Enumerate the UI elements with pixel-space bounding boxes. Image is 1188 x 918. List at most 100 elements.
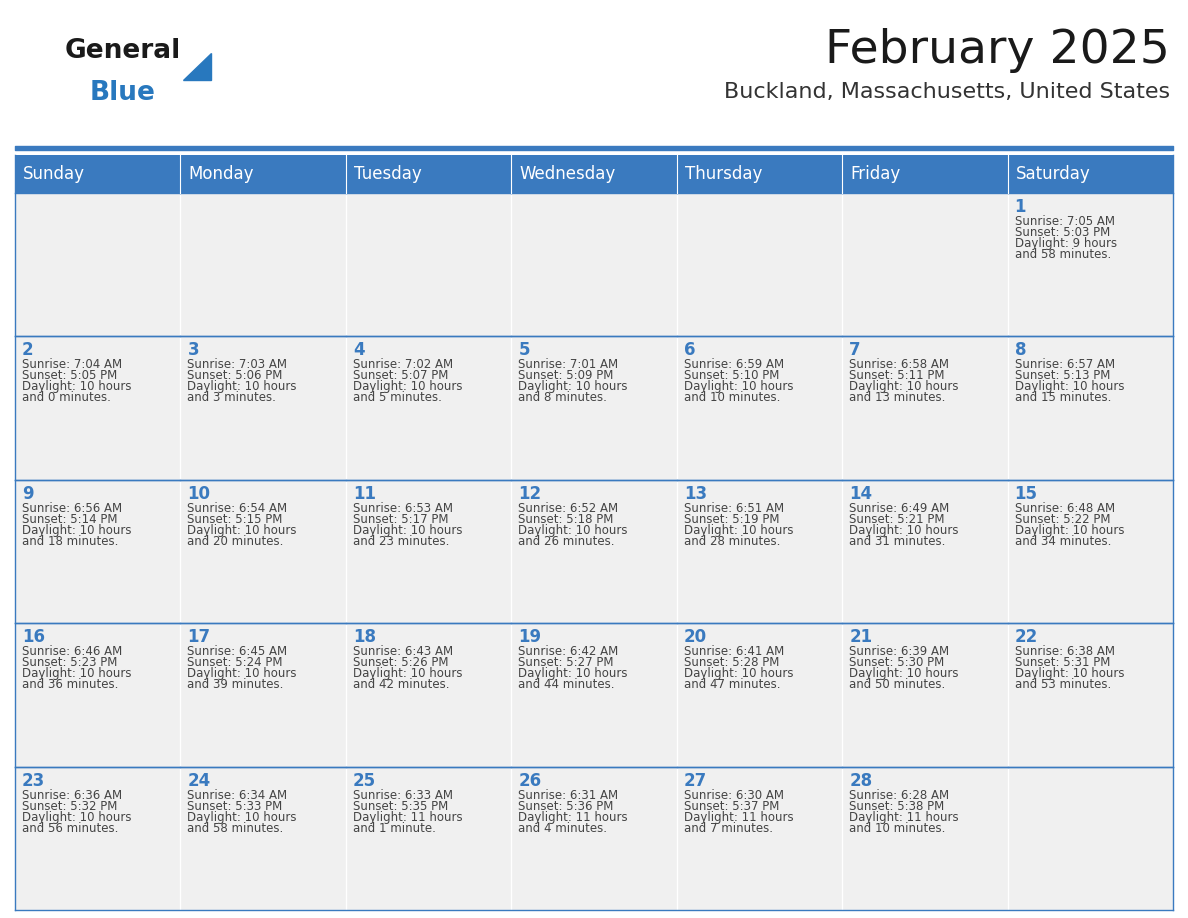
Bar [677,623,842,767]
Text: and 56 minutes.: and 56 minutes. [23,822,119,834]
Text: 7: 7 [849,341,861,360]
Text: 8: 8 [1015,341,1026,360]
Text: Daylight: 10 hours: Daylight: 10 hours [849,524,959,537]
Text: Sunrise: 6:56 AM: Sunrise: 6:56 AM [23,502,122,515]
Bar [346,336,511,480]
Text: 24: 24 [188,772,210,789]
Bar [842,155,1007,193]
Text: 3: 3 [188,341,200,360]
Text: and 44 minutes.: and 44 minutes. [518,678,614,691]
Bar [1007,336,1173,480]
Bar [511,193,677,336]
Text: Buckland, Massachusetts, United States: Buckland, Massachusetts, United States [723,82,1170,102]
Text: 21: 21 [849,628,872,646]
Text: and 58 minutes.: and 58 minutes. [1015,248,1111,261]
Text: Sunrise: 7:04 AM: Sunrise: 7:04 AM [23,358,122,372]
Text: Daylight: 11 hours: Daylight: 11 hours [353,811,462,823]
Text: Sunset: 5:28 PM: Sunset: 5:28 PM [684,656,779,669]
Text: and 7 minutes.: and 7 minutes. [684,822,772,834]
Text: and 10 minutes.: and 10 minutes. [684,391,781,405]
Bar [842,336,1007,480]
Text: Sunset: 5:07 PM: Sunset: 5:07 PM [353,369,448,383]
Text: Daylight: 10 hours: Daylight: 10 hours [1015,667,1124,680]
Bar [15,336,181,480]
Bar [346,767,511,910]
Text: Sunrise: 6:36 AM: Sunrise: 6:36 AM [23,789,122,801]
Bar [1007,767,1173,910]
Text: and 0 minutes.: and 0 minutes. [23,391,110,405]
Text: and 5 minutes.: and 5 minutes. [353,391,442,405]
Text: Sunset: 5:11 PM: Sunset: 5:11 PM [849,369,944,383]
Bar [346,155,511,193]
Text: Daylight: 10 hours: Daylight: 10 hours [23,811,132,823]
Text: Sunset: 5:15 PM: Sunset: 5:15 PM [188,513,283,526]
Text: and 26 minutes.: and 26 minutes. [518,535,614,548]
Bar [15,480,181,623]
Text: Daylight: 10 hours: Daylight: 10 hours [684,524,794,537]
Text: Sunrise: 7:01 AM: Sunrise: 7:01 AM [518,358,619,372]
Text: Sunset: 5:21 PM: Sunset: 5:21 PM [849,513,944,526]
Text: 2: 2 [23,341,33,360]
Text: Monday: Monday [189,165,254,183]
Text: Sunset: 5:06 PM: Sunset: 5:06 PM [188,369,283,383]
Text: Sunrise: 6:42 AM: Sunrise: 6:42 AM [518,645,619,658]
Bar [15,767,181,910]
Text: 28: 28 [849,772,872,789]
Text: Daylight: 10 hours: Daylight: 10 hours [188,380,297,394]
Text: 27: 27 [684,772,707,789]
Text: Daylight: 10 hours: Daylight: 10 hours [353,380,462,394]
Text: Daylight: 10 hours: Daylight: 10 hours [518,380,627,394]
Text: and 20 minutes.: and 20 minutes. [188,535,284,548]
Bar [511,623,677,767]
Bar [677,767,842,910]
Text: 11: 11 [353,485,375,503]
Text: Sunset: 5:09 PM: Sunset: 5:09 PM [518,369,614,383]
Text: Sunset: 5:24 PM: Sunset: 5:24 PM [188,656,283,669]
Text: Sunrise: 6:31 AM: Sunrise: 6:31 AM [518,789,619,801]
Text: Sunrise: 6:45 AM: Sunrise: 6:45 AM [188,645,287,658]
Text: 16: 16 [23,628,45,646]
Bar [677,480,842,623]
Text: Sunset: 5:33 PM: Sunset: 5:33 PM [188,800,283,812]
Text: and 8 minutes.: and 8 minutes. [518,391,607,405]
Text: Sunrise: 6:38 AM: Sunrise: 6:38 AM [1015,645,1114,658]
Text: Sunrise: 7:05 AM: Sunrise: 7:05 AM [1015,215,1114,228]
Bar [181,193,346,336]
Text: Sunrise: 6:30 AM: Sunrise: 6:30 AM [684,789,784,801]
Bar [181,155,346,193]
Text: Sunset: 5:35 PM: Sunset: 5:35 PM [353,800,448,812]
Bar [15,193,181,336]
Text: and 42 minutes.: and 42 minutes. [353,678,449,691]
Text: Sunrise: 6:33 AM: Sunrise: 6:33 AM [353,789,453,801]
Bar [677,155,842,193]
Text: 17: 17 [188,628,210,646]
Text: Daylight: 10 hours: Daylight: 10 hours [353,524,462,537]
Text: and 47 minutes.: and 47 minutes. [684,678,781,691]
Text: Sunset: 5:10 PM: Sunset: 5:10 PM [684,369,779,383]
Bar [842,480,1007,623]
Text: 1: 1 [1015,198,1026,216]
Bar [511,155,677,193]
Text: and 3 minutes.: and 3 minutes. [188,391,277,405]
Text: 6: 6 [684,341,695,360]
Text: and 36 minutes.: and 36 minutes. [23,678,119,691]
Text: Daylight: 10 hours: Daylight: 10 hours [23,667,132,680]
Text: Sunset: 5:31 PM: Sunset: 5:31 PM [1015,656,1110,669]
Text: 18: 18 [353,628,375,646]
Text: Daylight: 9 hours: Daylight: 9 hours [1015,237,1117,250]
Bar [511,480,677,623]
Text: Sunrise: 6:53 AM: Sunrise: 6:53 AM [353,502,453,515]
Text: Sunset: 5:22 PM: Sunset: 5:22 PM [1015,513,1110,526]
Bar [181,336,346,480]
Text: and 34 minutes.: and 34 minutes. [1015,535,1111,548]
Text: Thursday: Thursday [684,165,762,183]
Bar [842,193,1007,336]
Text: Sunset: 5:38 PM: Sunset: 5:38 PM [849,800,944,812]
Text: Sunset: 5:05 PM: Sunset: 5:05 PM [23,369,118,383]
Bar [181,480,346,623]
Text: Sunset: 5:03 PM: Sunset: 5:03 PM [1015,226,1110,239]
Text: 15: 15 [1015,485,1037,503]
Bar [1007,155,1173,193]
Text: and 10 minutes.: and 10 minutes. [849,822,946,834]
Text: Sunrise: 6:41 AM: Sunrise: 6:41 AM [684,645,784,658]
